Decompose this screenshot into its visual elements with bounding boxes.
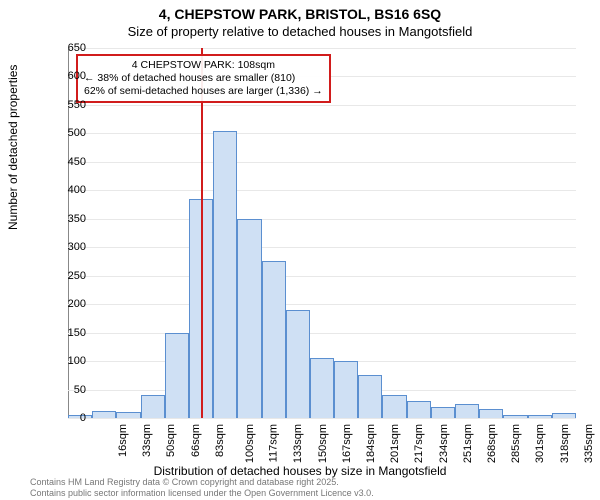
x-tick-label: 234sqm <box>438 424 450 463</box>
gridline <box>68 48 576 49</box>
y-axis-label: Number of detached properties <box>6 65 20 230</box>
plot-region: 4 CHEPSTOW PARK: 108sqm← 38% of detached… <box>68 48 576 418</box>
callout-line: 4 CHEPSTOW PARK: 108sqm <box>84 59 323 72</box>
footer-line-2: Contains public sector information licen… <box>30 488 374 498</box>
y-tick-label: 150 <box>68 327 86 339</box>
x-tick-label: 33sqm <box>141 424 153 457</box>
x-tick-label: 167sqm <box>341 424 353 463</box>
x-tick-label: 133sqm <box>293 424 305 463</box>
gridline <box>68 190 576 191</box>
histogram-bar <box>528 415 552 418</box>
gridline <box>68 276 576 277</box>
x-tick-label: 335sqm <box>583 424 595 463</box>
gridline <box>68 304 576 305</box>
y-tick-label: 450 <box>68 156 86 168</box>
histogram-bar <box>552 413 576 418</box>
y-tick-label: 200 <box>68 298 86 310</box>
x-tick-label: 268sqm <box>486 424 498 463</box>
histogram-bar <box>310 358 334 418</box>
chart-container: 4, CHEPSTOW PARK, BRISTOL, BS16 6SQ Size… <box>0 0 600 500</box>
x-tick-label: 16sqm <box>117 424 129 457</box>
gridline <box>68 105 576 106</box>
x-tick-label: 318sqm <box>559 424 571 463</box>
histogram-bar <box>237 219 261 418</box>
histogram-bar <box>479 409 503 418</box>
y-tick-label: 250 <box>68 270 86 282</box>
reference-line <box>201 48 203 418</box>
histogram-bar <box>503 415 527 418</box>
gridline <box>68 418 576 419</box>
y-tick-label: 100 <box>68 355 86 367</box>
x-tick-label: 201sqm <box>389 424 401 463</box>
chart-subtitle: Size of property relative to detached ho… <box>0 24 600 39</box>
chart-title: 4, CHEPSTOW PARK, BRISTOL, BS16 6SQ <box>0 0 600 22</box>
histogram-bar <box>407 401 431 418</box>
x-tick-label: 50sqm <box>166 424 178 457</box>
x-tick-label: 83sqm <box>214 424 226 457</box>
histogram-bar <box>431 407 455 418</box>
gridline <box>68 162 576 163</box>
gridline <box>68 133 576 134</box>
histogram-bar <box>286 310 310 418</box>
footer-line-1: Contains HM Land Registry data © Crown c… <box>30 477 374 487</box>
y-tick-label: 600 <box>68 70 86 82</box>
y-tick-label: 650 <box>68 42 86 54</box>
x-tick-label: 301sqm <box>534 424 546 463</box>
histogram-bar <box>141 395 165 418</box>
histogram-bar <box>92 411 116 418</box>
y-tick-label: 50 <box>74 384 86 396</box>
histogram-bar <box>213 131 237 418</box>
x-tick-label: 285sqm <box>510 424 522 463</box>
x-axis-label: Distribution of detached houses by size … <box>0 464 600 478</box>
histogram-bar <box>262 261 286 418</box>
y-tick-label: 500 <box>68 127 86 139</box>
callout-line: ← 38% of detached houses are smaller (81… <box>84 72 323 85</box>
y-tick-label: 350 <box>68 213 86 225</box>
histogram-bar <box>455 404 479 418</box>
callout-line: 62% of semi-detached houses are larger (… <box>84 85 323 98</box>
histogram-bar <box>116 412 140 418</box>
x-tick-label: 117sqm <box>268 424 280 462</box>
callout-box: 4 CHEPSTOW PARK: 108sqm← 38% of detached… <box>76 54 331 103</box>
x-tick-label: 251sqm <box>462 424 474 463</box>
y-tick-label: 0 <box>80 412 86 424</box>
gridline <box>68 333 576 334</box>
histogram-bar <box>382 395 406 418</box>
x-tick-label: 184sqm <box>365 424 377 463</box>
histogram-bar <box>334 361 358 418</box>
y-tick-label: 300 <box>68 241 86 253</box>
x-tick-label: 150sqm <box>317 424 329 463</box>
x-tick-label: 66sqm <box>190 424 202 457</box>
footer-attribution: Contains HM Land Registry data © Crown c… <box>30 477 374 498</box>
y-tick-label: 400 <box>68 184 86 196</box>
chart-area: 4 CHEPSTOW PARK: 108sqm← 38% of detached… <box>68 48 576 418</box>
histogram-bar <box>358 375 382 418</box>
x-tick-label: 217sqm <box>414 424 426 463</box>
gridline <box>68 219 576 220</box>
gridline <box>68 247 576 248</box>
y-tick-label: 550 <box>68 99 86 111</box>
x-tick-label: 100sqm <box>244 424 256 463</box>
histogram-bar <box>165 333 189 418</box>
